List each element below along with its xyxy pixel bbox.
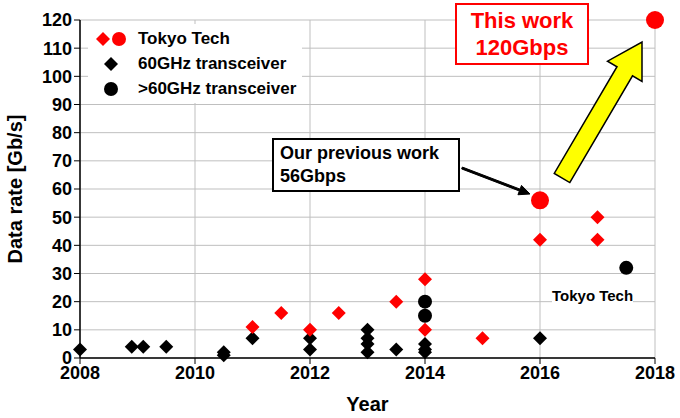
- svg-text:50: 50: [52, 208, 72, 228]
- svg-text:2012: 2012: [290, 363, 330, 383]
- svg-text:20: 20: [52, 292, 72, 312]
- svg-text:2010: 2010: [175, 363, 215, 383]
- svg-text:0: 0: [62, 348, 72, 368]
- html-text:120Gbps: 120Gbps: [475, 35, 569, 60]
- svg-text:120: 120: [42, 10, 72, 30]
- svg-text:60: 60: [52, 179, 72, 199]
- html-text:>60GHz transceiver: >60GHz transceiver: [138, 79, 297, 98]
- svg-text:40: 40: [52, 236, 72, 256]
- svg-text:80: 80: [52, 123, 72, 143]
- html-text:60GHz transceiver: 60GHz transceiver: [138, 54, 287, 73]
- html-text:56Gbps: 56Gbps: [280, 166, 346, 186]
- html-text:Tokyo Tech: Tokyo Tech: [552, 287, 634, 304]
- svg-text:110: 110: [43, 39, 72, 59]
- svg-text:2014: 2014: [405, 363, 445, 383]
- svg-text:2016: 2016: [520, 363, 560, 383]
- svg-text:10: 10: [52, 320, 72, 340]
- svg-text:30: 30: [52, 264, 72, 284]
- html-text:Tokyo Tech: Tokyo Tech: [138, 29, 230, 48]
- svg-text:90: 90: [52, 95, 72, 115]
- html-text:Our previous work: Our previous work: [280, 143, 439, 163]
- html-text:This work: This work: [470, 8, 574, 33]
- svg-text:2018: 2018: [635, 363, 672, 383]
- svg-text:Data rate [Gb/s]: Data rate [Gb/s]: [8, 115, 26, 264]
- svg-text:Year: Year: [346, 393, 388, 415]
- svg-text:70: 70: [52, 151, 72, 171]
- svg-text:100: 100: [42, 67, 72, 87]
- svg-text:2008: 2008: [60, 362, 100, 383]
